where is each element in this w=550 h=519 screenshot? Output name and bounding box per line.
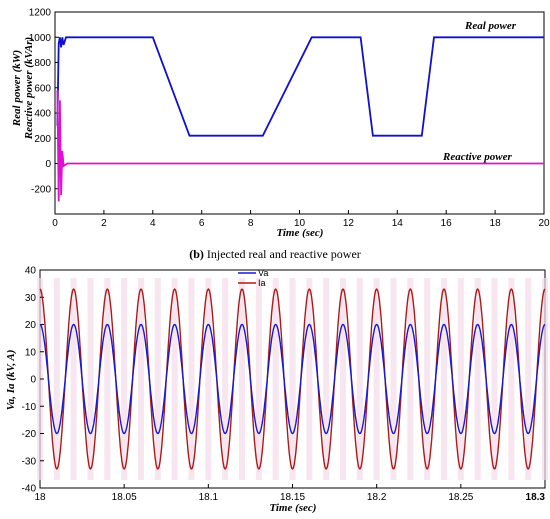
background-band: [272, 278, 279, 480]
y-tick-label: 20: [25, 320, 37, 331]
caption-label: (b): [189, 247, 204, 261]
annotation-reactive-power: Reactive power: [442, 151, 512, 163]
y-tick-label: 1200: [29, 8, 52, 19]
background-band: [188, 278, 195, 480]
x-tick-label: 10: [294, 218, 306, 229]
x-tick-label: 14: [392, 218, 404, 229]
y-tick-label: 600: [34, 83, 51, 94]
background-band: [255, 278, 262, 480]
background-band: [87, 278, 94, 480]
background-band: [205, 278, 212, 480]
x-tick-label: 16: [441, 218, 453, 229]
background-band: [508, 278, 515, 480]
background-band: [356, 278, 363, 480]
background-band: [441, 278, 447, 480]
chart-top-frame: [54, 11, 545, 215]
background-band: [306, 278, 313, 480]
x-tick-label: 18.15: [280, 492, 305, 503]
background-band: [289, 278, 296, 480]
legend-label-ia: Ia: [258, 278, 266, 288]
background-band: [222, 278, 229, 480]
background-band: [525, 278, 532, 480]
background-band: [104, 278, 111, 480]
background-band: [407, 278, 414, 480]
background-band: [390, 278, 397, 480]
legend-label-va: Va: [258, 268, 268, 278]
caption-text: Injected real and reactive power: [204, 247, 361, 261]
y-tick-label: -10: [22, 402, 37, 413]
y-tick-label: 0: [30, 375, 36, 386]
x-tick-label: 18: [34, 492, 46, 503]
x-tick-label: 18.1: [199, 492, 219, 503]
series-line-ia: [39, 288, 546, 470]
background-band: [474, 278, 481, 480]
chart-top-x-axis-label: Time (sec): [277, 227, 324, 239]
chart-bottom-x-axis-label: Time (sec): [270, 502, 317, 514]
background-band: [53, 278, 60, 480]
x-tick-label: 0: [52, 218, 58, 229]
chart-bottom-y-axis-label: Va, Ia (kV, A): [5, 350, 17, 411]
background-band: [323, 278, 330, 480]
y-tick-label: -40: [22, 484, 37, 495]
background-band: [424, 278, 431, 480]
series-line-real-power: [56, 36, 544, 137]
x-tick-label: 8: [248, 218, 254, 229]
background-band: [491, 278, 498, 480]
y-tick-label: -30: [22, 456, 37, 467]
chart-top-y-ticks: -200 0 200 400 600 800 1000 1200: [29, 8, 59, 195]
x-tick-label: 12: [343, 218, 355, 229]
chart-top-y-axis-label-1: Real power (kW): [11, 50, 23, 127]
y-tick-label: 0: [45, 159, 51, 170]
background-band: [138, 278, 144, 480]
x-tick-label: 6: [199, 218, 205, 229]
chart-top-x-ticks: 0 2 4 6 8 10 12 14 16 18 20: [52, 210, 550, 229]
background-band: [70, 278, 77, 480]
background-band: [171, 278, 178, 480]
chart-top-series: [56, 36, 544, 202]
chart-bottom-x-ticks: 18 18.05 18.1 18.15 18.2 18.25 18.3: [34, 484, 546, 503]
chart-bottom-legend: Va Ia: [238, 268, 268, 288]
x-tick-label: 18: [490, 218, 502, 229]
x-tick-label: 20: [538, 218, 550, 229]
x-tick-label: 4: [150, 218, 156, 229]
chart-top-y-axis-label-2: Reactive power (kVAr): [23, 37, 35, 140]
background-band: [239, 278, 245, 480]
y-tick-label: -20: [22, 429, 37, 440]
figure-caption: (b) Injected real and reactive power: [189, 247, 361, 261]
background-band: [154, 278, 161, 480]
y-tick-label: 200: [34, 134, 51, 145]
background-band: [373, 278, 380, 480]
y-tick-label: 400: [34, 109, 51, 120]
chart-bottom-shading: [37, 278, 548, 480]
x-tick-label: 18.2: [367, 492, 387, 503]
series-line-reactive-power: [56, 90, 544, 202]
series-line-va: [39, 323, 546, 435]
background-band: [542, 278, 548, 480]
chart-top: -200 0 200 400 600 800 1000 1200 0 2 4 6 8 10 12 14 16 1…: [11, 8, 550, 240]
background-band: [457, 278, 464, 480]
background-band: [340, 278, 346, 480]
chart-bottom-y-ticks: -40 -30 -20 -10 0 10 20 30 40: [22, 266, 44, 495]
x-tick-label: 18.25: [448, 492, 473, 503]
background-band: [121, 278, 128, 480]
y-tick-label: 800: [34, 58, 51, 69]
x-tick-label: 18.3: [526, 492, 546, 503]
x-tick-label: 2: [101, 218, 107, 229]
y-tick-label: 40: [25, 266, 37, 277]
annotation-real-power: Real power: [464, 20, 517, 32]
y-tick-label: 1000: [29, 33, 52, 44]
y-tick-label: 10: [25, 347, 37, 358]
chart-bottom-series: [39, 288, 546, 470]
x-tick-label: 18.05: [112, 492, 137, 503]
y-tick-label: -200: [31, 184, 51, 195]
y-tick-label: 30: [25, 293, 37, 304]
